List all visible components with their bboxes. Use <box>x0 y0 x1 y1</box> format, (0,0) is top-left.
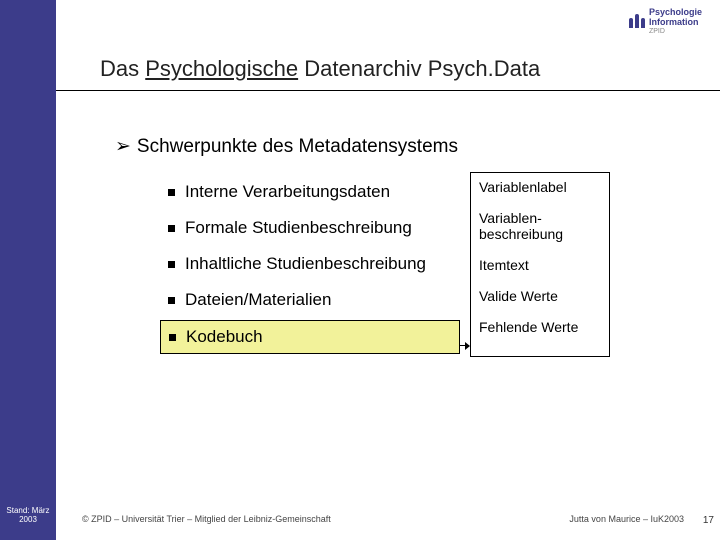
logo-bar <box>629 18 633 28</box>
list-label: Dateien/Materialien <box>185 290 331 309</box>
attributes-box: Variablenlabel Variablen-beschreibung It… <box>470 172 610 357</box>
logo-text-block: Psychologie Information ZPID <box>649 8 702 35</box>
bullet-icon <box>168 261 175 268</box>
logo-bars <box>629 14 645 28</box>
heading-text: Schwerpunkte des Metadatensystems <box>137 136 458 157</box>
logo-sub: ZPID <box>649 28 702 35</box>
list-item: Inhaltliche Studienbeschreibung <box>160 248 460 280</box>
section-heading: ➢ Schwerpunkte des Metadatensystems <box>115 135 458 158</box>
footer-left: © ZPID – Universität Trier – Mitglied de… <box>82 514 331 524</box>
logo-line2: Information <box>649 18 702 28</box>
bullet-list: Interne Verarbeitungsdaten Formale Studi… <box>160 176 460 358</box>
title-block: Das Psychologische Datenarchiv Psych.Dat… <box>100 56 540 82</box>
list-label: Kodebuch <box>186 327 263 346</box>
attr-item: Variablen-beschreibung <box>479 210 601 242</box>
title-underlined: Psychologische <box>145 56 298 81</box>
title-rule <box>56 90 720 91</box>
attr-item: Fehlende Werte <box>479 319 601 335</box>
list-label: Inhaltliche Studienbeschreibung <box>185 254 426 273</box>
attr-item: Itemtext <box>479 257 601 273</box>
list-label: Formale Studienbeschreibung <box>185 218 412 237</box>
bullet-icon <box>169 334 176 341</box>
title-post: Datenarchiv Psych.Data <box>298 56 540 81</box>
page-number: 17 <box>703 515 714 526</box>
date-label: Stand: März 2003 <box>2 506 54 524</box>
bullet-icon <box>168 297 175 304</box>
bullet-icon <box>168 189 175 196</box>
logo-bar <box>635 14 639 28</box>
logo-bar <box>641 18 645 28</box>
title-pre: Das <box>100 56 145 81</box>
slide-title: Das Psychologische Datenarchiv Psych.Dat… <box>100 56 540 81</box>
bullet-icon <box>168 225 175 232</box>
list-item-highlighted: Kodebuch <box>160 320 460 354</box>
arrow-icon: ➢ <box>115 136 131 157</box>
logo: Psychologie Information ZPID <box>629 8 702 35</box>
left-stripe <box>0 0 56 540</box>
list-item: Dateien/Materialien <box>160 284 460 316</box>
attr-item: Valide Werte <box>479 288 601 304</box>
attr-item: Variablenlabel <box>479 179 601 195</box>
list-label: Interne Verarbeitungsdaten <box>185 182 390 201</box>
footer-right: Jutta von Maurice – IuK2003 <box>569 514 684 524</box>
list-item: Formale Studienbeschreibung <box>160 212 460 244</box>
list-item: Interne Verarbeitungsdaten <box>160 176 460 208</box>
